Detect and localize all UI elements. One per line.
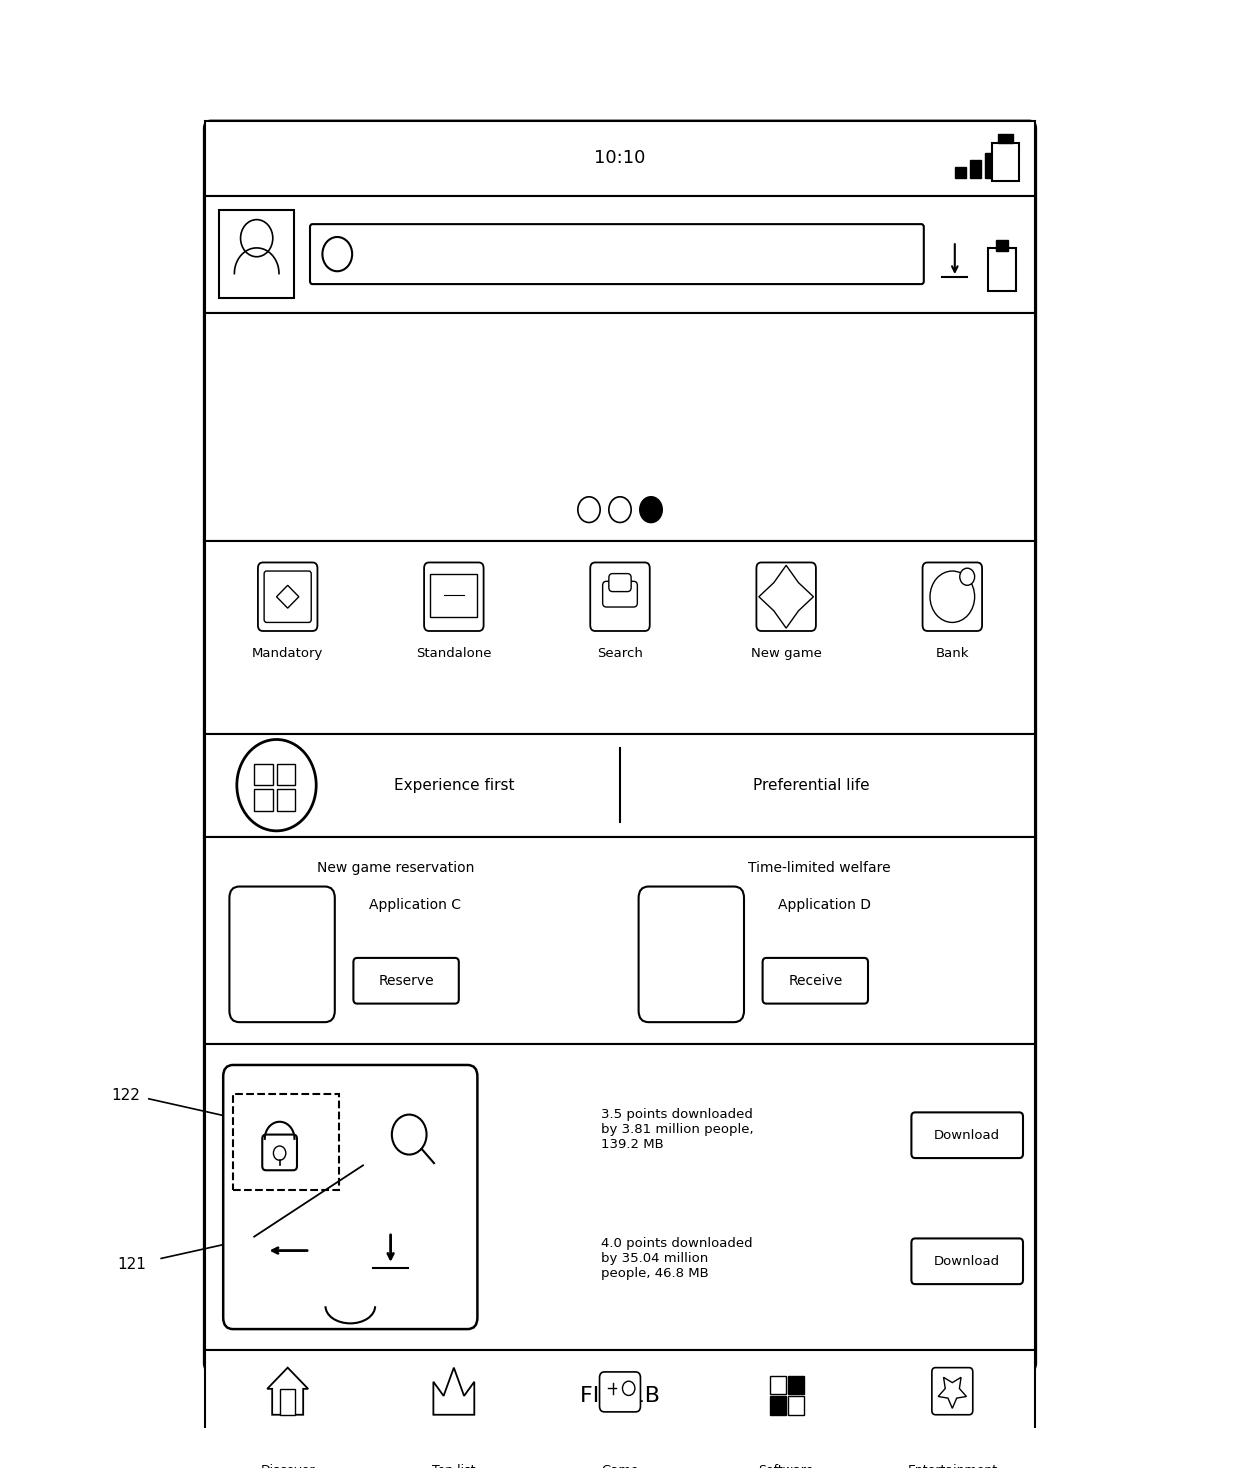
Text: Entertainment: Entertainment: [908, 1464, 997, 1468]
FancyBboxPatch shape: [923, 562, 982, 631]
Text: New game reservation: New game reservation: [317, 860, 475, 875]
Bar: [992, 142, 1019, 182]
Bar: [770, 1396, 786, 1415]
Bar: [787, 1396, 804, 1415]
Bar: [219, 210, 294, 298]
Bar: [787, 1376, 804, 1395]
FancyBboxPatch shape: [205, 122, 1035, 1371]
Text: Discover: Discover: [260, 1464, 315, 1468]
FancyBboxPatch shape: [258, 562, 317, 631]
FancyBboxPatch shape: [639, 887, 744, 1022]
Text: 4.0 points downloaded
by 35.04 million
people, 46.8 MB: 4.0 points downloaded by 35.04 million p…: [601, 1238, 753, 1280]
Bar: [996, 239, 1008, 251]
FancyBboxPatch shape: [603, 581, 637, 606]
FancyBboxPatch shape: [229, 887, 335, 1022]
Polygon shape: [277, 586, 299, 608]
FancyBboxPatch shape: [353, 959, 459, 1004]
FancyBboxPatch shape: [932, 1368, 973, 1415]
Bar: [233, 1094, 339, 1191]
Circle shape: [609, 496, 631, 523]
Bar: [988, 248, 1016, 291]
Bar: [205, 837, 1035, 1044]
FancyBboxPatch shape: [264, 571, 311, 622]
Text: New game: New game: [750, 647, 822, 661]
FancyBboxPatch shape: [223, 1064, 477, 1329]
Circle shape: [241, 220, 273, 257]
Bar: [998, 134, 1013, 142]
Text: Download: Download: [934, 1255, 1001, 1268]
Polygon shape: [759, 565, 813, 628]
Polygon shape: [268, 1368, 308, 1415]
Circle shape: [640, 496, 662, 523]
FancyBboxPatch shape: [424, 562, 484, 631]
Bar: [205, 122, 1035, 195]
Bar: [970, 160, 981, 179]
FancyBboxPatch shape: [763, 959, 868, 1004]
Circle shape: [237, 740, 316, 831]
Bar: [770, 1376, 786, 1395]
Circle shape: [273, 1147, 285, 1160]
Bar: [205, 1351, 1035, 1468]
Bar: [955, 167, 966, 179]
Circle shape: [622, 1381, 635, 1396]
Circle shape: [392, 1114, 427, 1154]
Text: Search: Search: [598, 647, 642, 661]
Text: Receive: Receive: [789, 973, 842, 988]
Bar: [205, 542, 1035, 734]
Text: Mandatory: Mandatory: [252, 647, 324, 661]
Bar: [205, 1044, 1035, 1351]
FancyBboxPatch shape: [310, 225, 924, 285]
Bar: [277, 790, 295, 810]
Text: Time-limited welfare: Time-limited welfare: [748, 860, 890, 875]
Bar: [205, 195, 1035, 313]
Text: Top list: Top list: [432, 1464, 476, 1468]
Polygon shape: [434, 1368, 474, 1415]
Bar: [985, 153, 996, 179]
FancyBboxPatch shape: [600, 1373, 640, 1412]
Text: Software: Software: [759, 1464, 813, 1468]
Text: 3.5 points downloaded
by 3.81 million people,
139.2 MB: 3.5 points downloaded by 3.81 million pe…: [601, 1108, 754, 1151]
Text: Application C: Application C: [370, 898, 461, 912]
Circle shape: [930, 571, 975, 622]
Bar: [277, 763, 295, 785]
FancyBboxPatch shape: [911, 1239, 1023, 1284]
Text: Reserve: Reserve: [378, 973, 434, 988]
FancyBboxPatch shape: [756, 562, 816, 631]
Text: 122: 122: [112, 1088, 140, 1104]
Text: 10:10: 10:10: [594, 150, 646, 167]
Text: Game: Game: [601, 1464, 639, 1468]
Circle shape: [578, 496, 600, 523]
FancyBboxPatch shape: [609, 574, 631, 592]
Text: Standalone: Standalone: [417, 647, 491, 661]
Bar: [205, 734, 1035, 837]
Bar: [430, 574, 477, 617]
FancyBboxPatch shape: [911, 1113, 1023, 1158]
Bar: [254, 790, 273, 810]
Text: Application D: Application D: [779, 898, 870, 912]
Text: FIG. 1B: FIG. 1B: [580, 1386, 660, 1406]
Text: 121: 121: [118, 1257, 146, 1273]
FancyBboxPatch shape: [263, 1135, 296, 1170]
Text: Bank: Bank: [935, 647, 970, 661]
Text: Preferential life: Preferential life: [753, 778, 869, 793]
Bar: [280, 1389, 295, 1415]
Circle shape: [960, 568, 975, 586]
Bar: [205, 313, 1035, 542]
Polygon shape: [939, 1377, 966, 1408]
Bar: [254, 763, 273, 785]
Text: Experience first: Experience first: [393, 778, 515, 793]
Circle shape: [322, 236, 352, 272]
FancyBboxPatch shape: [590, 562, 650, 631]
Text: Download: Download: [934, 1129, 1001, 1142]
